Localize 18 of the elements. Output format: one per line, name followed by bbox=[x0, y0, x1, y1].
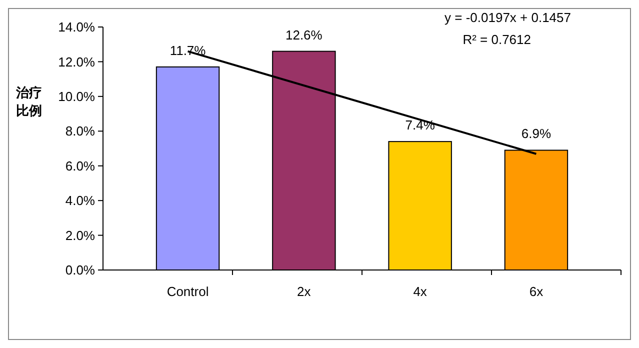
y-tick-label: 14.0% bbox=[58, 20, 96, 35]
y-tick-label: 10.0% bbox=[58, 88, 96, 104]
y-tick-label: 8.0% bbox=[65, 124, 96, 139]
x-tick-label: 4x bbox=[413, 284, 428, 299]
y-tick-label: 12.0% bbox=[58, 54, 96, 70]
y-tick-label: 6.0% bbox=[65, 158, 96, 174]
y-axis-title: 治疗比例 bbox=[15, 85, 42, 119]
data-label: 12.6% bbox=[285, 27, 323, 42]
data-label: 11.7% bbox=[170, 42, 206, 58]
x-tick-label: Control bbox=[166, 284, 209, 299]
y-tick-label: 4.0% bbox=[65, 193, 96, 208]
annotation: R² = 0.7612 bbox=[462, 32, 531, 47]
x-tick-label: 6x bbox=[529, 284, 544, 299]
y-tick-label: 0.0% bbox=[65, 262, 96, 278]
text: y = -0.0197x + 0.1457 bbox=[444, 10, 571, 25]
x-tick-label: 2x bbox=[297, 284, 312, 299]
data-label: 6.9% bbox=[521, 126, 552, 142]
y-tick-label: 2.0% bbox=[65, 228, 96, 243]
